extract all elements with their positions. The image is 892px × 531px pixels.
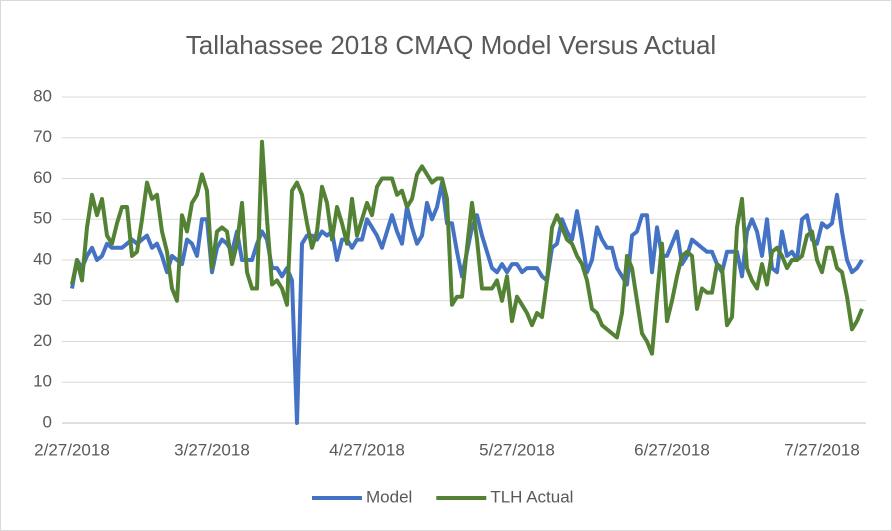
y-tick-label: 40: [33, 249, 52, 268]
legend-label: TLH Actual: [490, 487, 573, 506]
y-tick-label: 60: [33, 168, 52, 187]
x-tick-label: 5/27/2018: [479, 440, 555, 459]
legend-label: Model: [366, 487, 412, 506]
x-tick-label: 4/27/2018: [329, 440, 405, 459]
x-tick-label: 3/27/2018: [174, 440, 250, 459]
series-line: [70, 139, 864, 356]
x-tick-label: 7/27/2018: [784, 440, 860, 459]
y-tick-label: 20: [33, 331, 52, 350]
y-tick-label: 30: [33, 290, 52, 309]
y-tick-label: 0: [43, 412, 52, 431]
x-tick-label: 2/27/2018: [34, 440, 110, 459]
y-tick-label: 10: [33, 372, 52, 391]
y-tick-label: 50: [33, 209, 52, 228]
x-tick-label: 6/27/2018: [634, 440, 710, 459]
chart-title: Tallahassee 2018 CMAQ Model Versus Actua…: [186, 30, 716, 60]
y-tick-label: 70: [33, 127, 52, 146]
y-tick-label: 80: [33, 86, 52, 105]
